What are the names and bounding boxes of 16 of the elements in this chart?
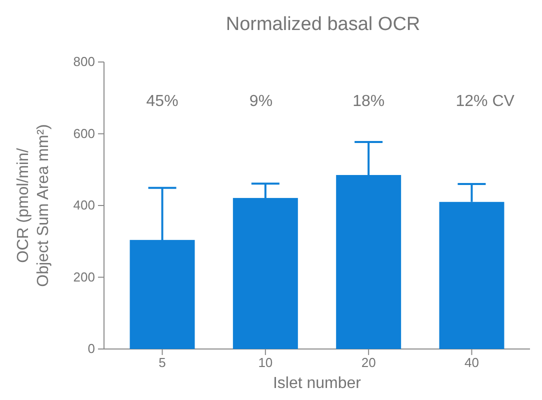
x-tick-label: 5 xyxy=(158,355,166,370)
x-tick-label: 10 xyxy=(258,355,273,370)
y-tick-label: 200 xyxy=(73,269,95,284)
y-tick-label: 800 xyxy=(73,54,95,70)
y-tick-label: 600 xyxy=(73,126,95,141)
annotation: 9% xyxy=(249,93,273,110)
x-tick-label: 40 xyxy=(464,355,479,370)
annotation: 18% xyxy=(352,93,385,110)
chart-title: Normalized basal OCR xyxy=(226,14,420,35)
annotation: 12% CV xyxy=(456,93,515,110)
annotation: 45% xyxy=(146,93,178,110)
x-tick-label: 20 xyxy=(361,355,376,370)
y-tick-label: 400 xyxy=(73,198,95,213)
y-axis-title: OCR (pmol/min/ Object Sum Area mm²) xyxy=(15,124,52,287)
y-tick-label: 0 xyxy=(88,341,95,356)
x-axis-title: Islet number xyxy=(272,375,362,392)
